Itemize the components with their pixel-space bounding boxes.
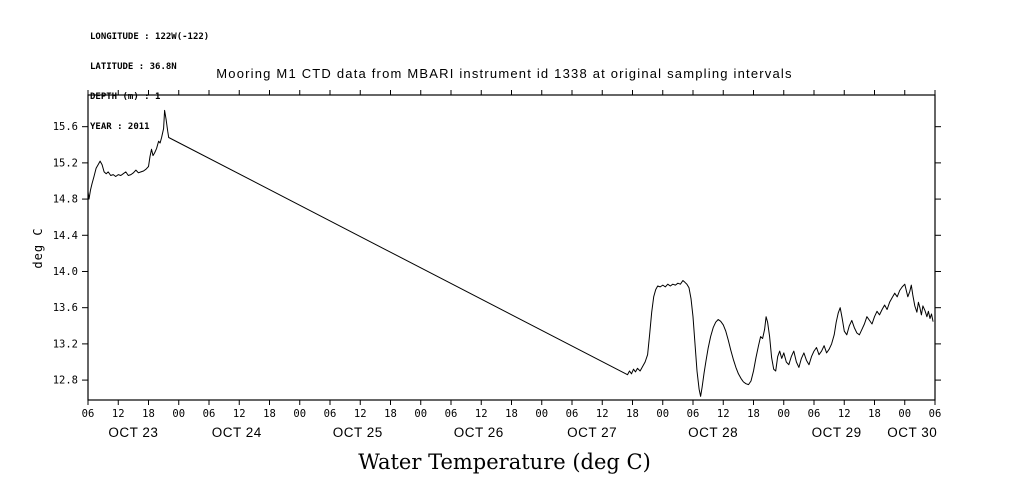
y-tick-label: 12.8	[53, 375, 78, 387]
x-tick-label: 00	[535, 408, 548, 420]
x-tick-label: 12	[596, 408, 609, 420]
x-tick-label: 12	[354, 408, 367, 420]
y-tick-label: 15.2	[53, 157, 78, 169]
metadata-block: LONGITUDE : 122W(-122) LATITUDE : 36.8N …	[90, 12, 209, 152]
x-tick-label: 18	[747, 408, 760, 420]
x-tick-label: 12	[838, 408, 851, 420]
x-tick-label: 06	[445, 408, 458, 420]
x-tick-label: 00	[777, 408, 790, 420]
x-tick-label: 06	[929, 408, 942, 420]
x-tick-label: 06	[82, 408, 95, 420]
meta-year: YEAR : 2011	[90, 122, 150, 132]
x-tick-label: 18	[868, 408, 881, 420]
y-tick-label: 13.6	[53, 302, 78, 314]
day-label: OCT 27	[567, 425, 617, 440]
x-tick-label: 06	[203, 408, 216, 420]
x-tick-label: 00	[172, 408, 185, 420]
chart-title: Mooring M1 CTD data from MBARI instrumen…	[216, 66, 793, 81]
day-label: OCT 29	[812, 425, 862, 440]
x-tick-label: 18	[384, 408, 397, 420]
day-label: OCT 30	[887, 425, 937, 440]
day-label: OCT 28	[688, 425, 738, 440]
meta-depth: DEPTH (m) : 1	[90, 92, 161, 102]
temperature-series	[87, 109, 934, 397]
x-tick-label: 12	[233, 408, 246, 420]
x-tick-label: 12	[717, 408, 730, 420]
x-tick-label: 00	[414, 408, 427, 420]
day-label: OCT 25	[333, 425, 383, 440]
x-tick-label: 18	[626, 408, 639, 420]
x-tick-label: 00	[898, 408, 911, 420]
x-tick-label: 06	[324, 408, 337, 420]
x-tick-label: 12	[112, 408, 125, 420]
y-tick-label: 14.8	[53, 194, 78, 206]
x-tick-label: 00	[656, 408, 669, 420]
y-tick-label: 15.6	[53, 121, 78, 133]
x-tick-label: 06	[566, 408, 579, 420]
x-tick-label: 18	[263, 408, 276, 420]
x-tick-label: 18	[142, 408, 155, 420]
y-tick-label: 14.4	[53, 230, 78, 242]
x-tick-label: 18	[505, 408, 518, 420]
x-axis-caption: Water Temperature (deg C)	[358, 450, 651, 474]
y-tick-label: 14.0	[53, 266, 78, 278]
day-label: OCT 23	[108, 425, 158, 440]
meta-latitude: LATITUDE : 36.8N	[90, 62, 177, 72]
x-tick-label: 06	[687, 408, 700, 420]
meta-longitude: LONGITUDE : 122W(-122)	[90, 32, 210, 42]
x-tick-label: 06	[808, 408, 821, 420]
y-tick-label: 13.2	[53, 338, 78, 350]
x-tick-label: 00	[293, 408, 306, 420]
day-label: OCT 24	[212, 425, 262, 440]
x-tick-label: 12	[475, 408, 488, 420]
day-label: OCT 26	[454, 425, 504, 440]
plot-border	[87, 94, 936, 401]
